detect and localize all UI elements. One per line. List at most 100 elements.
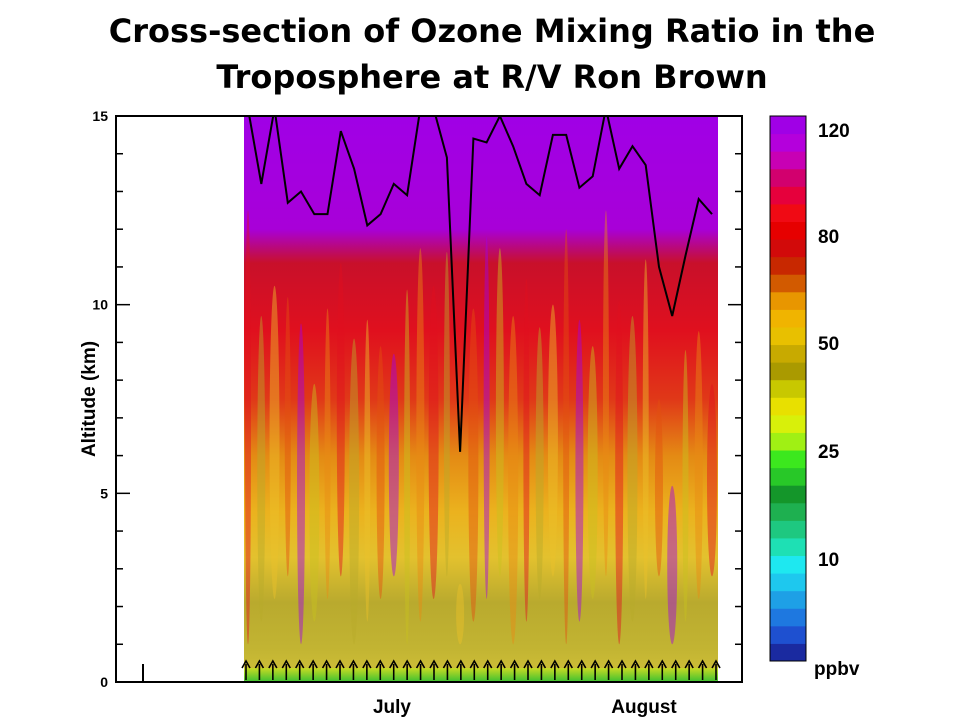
colorbar-swatch xyxy=(770,291,806,310)
ozone-streak xyxy=(309,383,320,622)
ozone-streak xyxy=(376,346,385,599)
colorbar-label: 80 xyxy=(818,227,839,248)
chart-title-line-1: Cross-section of Ozone Mixing Ratio in t… xyxy=(108,12,876,50)
x-month-label-july: July xyxy=(373,697,411,718)
sonde-launch-arrow xyxy=(590,659,600,680)
sonde-launch-arrow xyxy=(415,659,426,680)
ozone-streak xyxy=(694,331,703,599)
colorbar-swatch xyxy=(770,379,806,398)
colorbar-swatch xyxy=(770,608,806,627)
ozone-streak xyxy=(428,285,439,599)
ozone-streak xyxy=(349,338,360,645)
y-tick-label: 10 xyxy=(92,297,108,313)
sonde-launch-arrows xyxy=(241,659,721,680)
ozone-streak xyxy=(388,353,399,577)
sonde-launch-arrow xyxy=(362,659,372,680)
ozone-streak xyxy=(707,383,717,577)
sonde-launch-arrow xyxy=(469,659,479,680)
sonde-launch-arrow xyxy=(483,659,493,680)
ozone-streak xyxy=(468,308,479,622)
ozone-streak xyxy=(642,259,649,599)
sonde-launch-arrow xyxy=(644,659,654,680)
ozone-streak xyxy=(257,315,266,622)
colorbar-swatch xyxy=(770,414,806,433)
ozone-streak xyxy=(456,583,465,645)
colorbar-swatch xyxy=(770,555,806,574)
ozone-streak xyxy=(523,278,530,622)
colorbar-swatch xyxy=(770,590,806,609)
ozone-streak xyxy=(404,289,411,645)
y-tick-label: 15 xyxy=(92,108,108,124)
sonde-launch-arrow xyxy=(241,659,251,680)
colorbar-unit: ppbv xyxy=(814,659,860,680)
colorbar-swatch xyxy=(770,221,806,240)
ozone-streak xyxy=(297,323,306,645)
colorbar-swatch xyxy=(770,625,806,644)
y-axis-label: Altitude (km) xyxy=(79,341,100,457)
ozone-streak xyxy=(547,304,558,577)
colorbar-swatch xyxy=(770,537,806,557)
colorbar-swatch xyxy=(770,274,806,293)
chart-title-line-2: Troposphere at R/V Ron Brown xyxy=(216,58,768,96)
tropopause-line xyxy=(248,116,713,452)
colorbar-swatch xyxy=(770,326,806,346)
plot-frame xyxy=(115,115,743,683)
ozone-streak xyxy=(508,315,519,645)
ozone-streak xyxy=(682,349,689,622)
colorbar-swatch xyxy=(770,256,806,275)
sonde-launch-arrow xyxy=(563,659,573,680)
sonde-launch-arrow xyxy=(375,659,385,680)
ozone-streak xyxy=(563,229,570,645)
colorbar-swatch xyxy=(770,151,806,170)
colorbar-swatch xyxy=(770,239,806,258)
sonde-launch-arrow xyxy=(496,659,506,680)
sonde-launch-arrow xyxy=(335,659,345,680)
colorbar-swatch xyxy=(770,186,806,205)
colorbar xyxy=(770,116,806,662)
y-tick-label: 0 xyxy=(100,674,108,690)
colorbar-swatch xyxy=(770,520,806,539)
sonde-launch-arrow xyxy=(603,659,614,680)
colorbar-swatch xyxy=(770,643,806,662)
ozone-streak xyxy=(336,263,345,577)
sonde-launch-arrow xyxy=(617,659,627,680)
colorbar-frame xyxy=(769,115,807,662)
colorbar-label: 120 xyxy=(818,121,850,142)
colorbar-swatch xyxy=(770,116,806,135)
colorbar-swatch xyxy=(770,432,806,451)
sonde-launch-arrow xyxy=(577,659,587,680)
ozone-streak xyxy=(535,327,544,599)
sonde-launch-arrow xyxy=(281,659,291,680)
colorbar-swatch xyxy=(770,344,806,363)
surface-layer xyxy=(244,668,718,682)
ozone-field-fill xyxy=(244,116,718,682)
colorbar-swatch xyxy=(770,450,806,469)
sonde-launch-arrow xyxy=(402,659,412,680)
ozone-streak xyxy=(654,399,663,577)
ozone-streak xyxy=(416,248,425,622)
sonde-launch-arrow xyxy=(321,659,332,680)
sonde-launch-arrow xyxy=(509,659,520,680)
ozone-field xyxy=(244,116,718,682)
colorbar-swatch xyxy=(770,467,806,486)
colorbar-label: 25 xyxy=(818,442,840,463)
ozone-streak xyxy=(495,248,504,577)
y-tick-label: 5 xyxy=(100,485,108,501)
x-month-label-august: August xyxy=(611,697,677,718)
ozone-streak xyxy=(284,297,291,577)
colorbar-swatch xyxy=(770,203,806,222)
ozone-streak xyxy=(587,346,598,599)
ozone-streak xyxy=(575,319,584,622)
sonde-launch-arrow xyxy=(536,659,547,680)
sonde-launch-arrow xyxy=(254,659,265,680)
sonde-launch-arrow xyxy=(671,659,681,680)
sonde-launch-arrow xyxy=(308,659,318,680)
sonde-launch-arrow xyxy=(657,659,667,680)
colorbar-swatch xyxy=(770,502,806,521)
sonde-launch-arrow xyxy=(429,659,439,680)
sonde-launch-arrow xyxy=(456,659,466,680)
ozone-variability-streaks xyxy=(245,210,717,645)
colorbar-swatch xyxy=(770,573,806,592)
colorbar-swatch xyxy=(770,309,806,328)
